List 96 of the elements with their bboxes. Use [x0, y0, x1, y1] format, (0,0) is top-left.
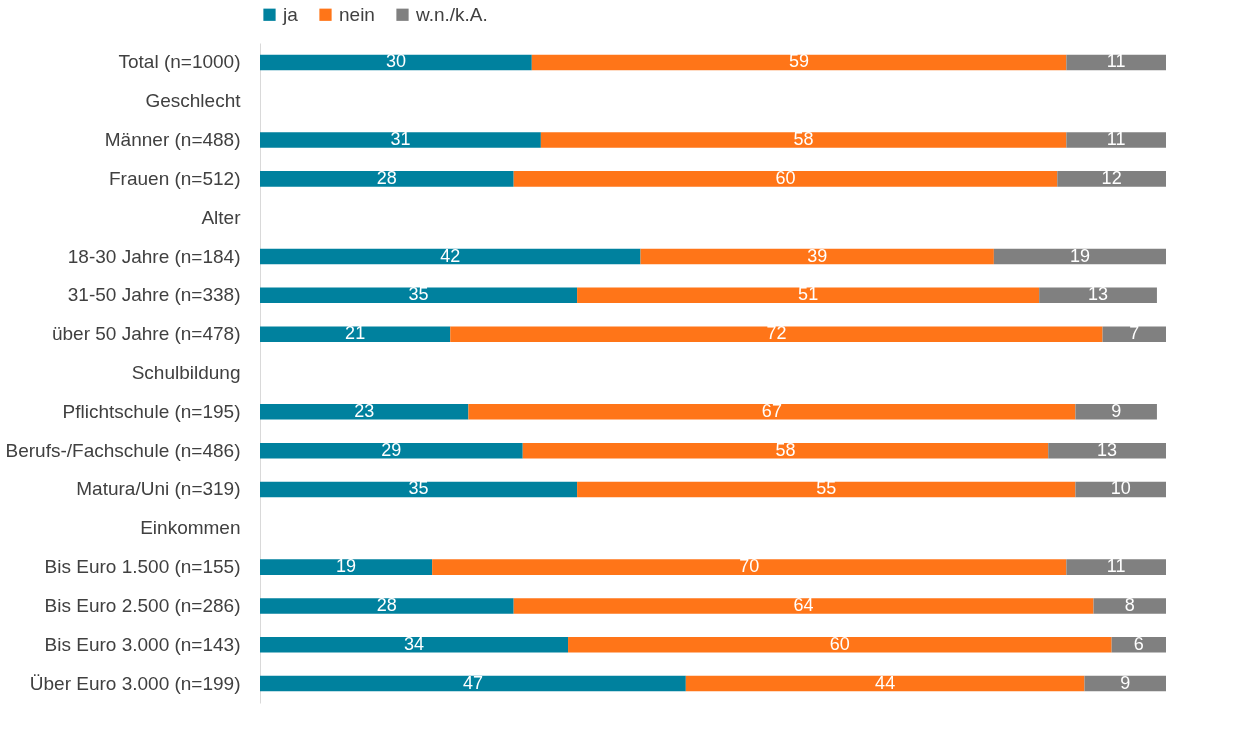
data-label: 58 [793, 129, 814, 150]
y-tick-label: Bis Euro 3.000 (n=143) [44, 633, 241, 655]
data-label: 39 [807, 245, 828, 266]
legend-label: nein [339, 3, 375, 25]
data-label: 31 [390, 129, 411, 150]
bar [260, 637, 569, 653]
data-label: 19 [1069, 245, 1090, 266]
data-label: 70 [739, 556, 760, 577]
legend-label: w.n./k.A. [415, 3, 488, 25]
bar [577, 287, 1040, 304]
data-label: 11 [1106, 129, 1126, 150]
bar [531, 54, 1067, 71]
data-label: 8 [1124, 594, 1135, 615]
data-label: 13 [1088, 284, 1109, 305]
data-label: 29 [381, 439, 402, 460]
data-label: 12 [1101, 167, 1122, 188]
y-tick-label: Einkommen [140, 517, 241, 539]
data-label: 28 [376, 594, 397, 615]
bar [1066, 132, 1166, 148]
bar [260, 442, 523, 459]
bar [260, 287, 578, 304]
data-label: 64 [793, 594, 814, 615]
y-tick-label: Männer (n=488) [104, 129, 241, 151]
y-tick-label: Schulbildung [131, 362, 241, 383]
bar [1039, 287, 1157, 304]
data-label: 10 [1110, 478, 1131, 499]
bar [1066, 559, 1166, 575]
bar [513, 171, 1058, 187]
data-label: 58 [775, 439, 796, 460]
data-label: 34 [404, 633, 425, 654]
bar [260, 132, 541, 148]
data-label: 9 [1111, 400, 1122, 421]
bar [260, 248, 641, 265]
bar [1066, 54, 1166, 71]
data-label: 35 [408, 478, 429, 499]
y-tick-label: 18-30 Jahre (n=184) [67, 245, 241, 267]
bar [260, 598, 514, 614]
data-label: 28 [376, 167, 397, 188]
bar [260, 675, 686, 692]
data-label: 44 [875, 672, 896, 693]
bar [685, 675, 1085, 692]
bar [1075, 404, 1157, 420]
y-tick-label: Bis Euro 1.500 (n=155) [44, 556, 241, 578]
data-label: 21 [345, 323, 366, 344]
data-label: 60 [775, 167, 796, 188]
data-label: 13 [1097, 439, 1118, 460]
bar [260, 54, 532, 71]
bar [1093, 598, 1166, 614]
data-label: 47 [462, 672, 483, 693]
bar [1084, 675, 1166, 692]
y-tick-label: Berufs-/Fachschule (n=486) [5, 439, 241, 461]
legend-label: ja [282, 3, 299, 25]
y-tick-label: Pflichtschule (n=195) [62, 400, 241, 422]
bar [568, 637, 1112, 653]
data-label: 72 [766, 323, 787, 344]
bar [522, 442, 1049, 459]
data-label: 19 [336, 556, 357, 577]
data-label: 42 [440, 245, 461, 266]
y-tick-label: Alter [201, 206, 242, 228]
bar [260, 559, 433, 575]
y-tick-label: 31-50 Jahre (n=338) [67, 284, 241, 306]
bar [513, 598, 1094, 614]
bar [577, 481, 1076, 498]
data-label: 60 [829, 633, 850, 654]
data-label: 67 [761, 400, 782, 421]
bar [260, 326, 451, 342]
y-tick-label: Geschlecht [145, 90, 242, 112]
data-label: 9 [1120, 672, 1131, 693]
y-tick-label: Über Euro 3.000 (n=199) [29, 672, 241, 694]
bar [540, 132, 1067, 148]
data-label: 23 [354, 400, 375, 421]
data-label: 35 [408, 284, 429, 305]
data-label: 11 [1106, 556, 1126, 577]
bar [993, 248, 1166, 265]
y-tick-label: Frauen (n=512) [109, 167, 241, 189]
data-label: 51 [798, 284, 819, 305]
data-label: 6 [1133, 633, 1144, 654]
y-tick-label: Matura/Uni (n=319) [76, 478, 241, 500]
data-label: 55 [816, 478, 837, 499]
y-tick-label: Total (n=1000) [118, 51, 241, 73]
bar [260, 481, 578, 498]
bar [468, 404, 1076, 420]
bar [432, 559, 1067, 575]
bar [1057, 171, 1166, 187]
data-label: 7 [1129, 323, 1140, 344]
y-tick-label: über 50 Jahre (n=478) [51, 323, 241, 345]
data-label: 30 [385, 51, 406, 72]
bar [1102, 326, 1166, 342]
data-label: 11 [1106, 51, 1126, 72]
bar [640, 248, 994, 265]
bar [260, 404, 469, 420]
bar [450, 326, 1103, 342]
bar [1111, 637, 1166, 653]
data-label: 59 [789, 51, 810, 72]
bar [260, 171, 514, 187]
y-tick-label: Bis Euro 2.500 (n=286) [44, 594, 241, 616]
